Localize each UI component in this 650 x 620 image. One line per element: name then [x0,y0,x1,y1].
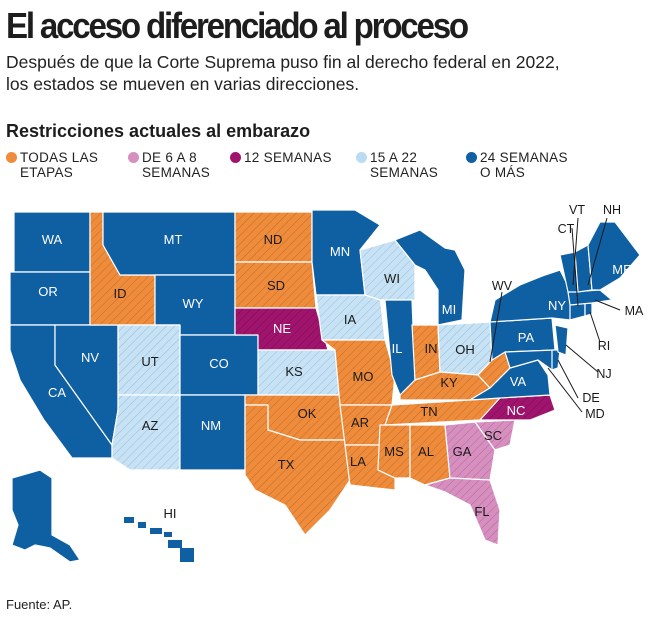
label-nv: NV [81,350,99,365]
state-sc [474,419,516,451]
label-mo: MO [353,369,374,384]
state-ms [377,424,411,479]
label-tn: TN [420,404,437,419]
label-fl: FL [474,504,489,519]
label-oh: OH [455,342,475,357]
legend-swatch-15-22-weeks [356,152,367,163]
legend-swatch-all-stages [6,152,17,163]
label-ks: KS [285,364,303,379]
legend-label-15-22-weeks-1: 15 A 22 [370,150,418,165]
state-nj [554,324,569,356]
page-subtitle: Después de que la Corte Suprema puso fin… [6,51,646,95]
label-ia: IA [344,312,357,327]
label-wa: WA [42,232,63,247]
label-al: AL [418,444,434,459]
label-or: OR [38,284,58,299]
subtitle-line-2: los estados se mueven en varias direccio… [6,74,360,94]
label-co: CO [209,356,229,371]
legend: TODAS LAS ETAPAS DE 6 A 8 SEMANAS 12 SEMAN… [6,150,646,186]
label-me: ME [612,262,632,277]
legend-swatch-6-8-weeks [128,152,139,163]
us-map: WA OR CA NV ID MT WY UT CO AZ NM ND SD N… [9,203,644,563]
label-mi: MI [442,302,456,317]
label-va: VA [510,374,527,389]
legend-label-24-weeks-1: 24 SEMANAS [480,150,568,165]
legend-swatch-12-weeks [230,152,241,163]
legend-swatch-24-weeks [466,152,477,163]
state-tn [384,397,501,426]
label-nd: ND [264,232,283,247]
label-ga: GA [453,444,472,459]
label-ny: NY [548,298,566,313]
callout-nj: NJ [596,367,611,381]
state-de [551,349,561,371]
callout-wv: WV [492,279,513,293]
state-fl [424,477,501,546]
callout-ri: RI [598,339,611,353]
legend-label-6-8-weeks-1: DE 6 A 8 [142,150,197,165]
callout-de: DE [582,391,599,405]
label-ky: KY [440,375,458,390]
state-ak [11,469,81,563]
legend-label-24-weeks-2: O MÁS [480,165,526,180]
label-ar: AR [351,415,369,430]
label-wy: WY [183,296,204,311]
label-nm: NM [201,418,221,433]
label-in: IN [425,341,438,356]
label-az: AZ [142,418,159,433]
legend-label-6-8-weeks-2: SEMANAS [142,165,211,180]
label-ok: OK [298,406,317,421]
state-ny [489,269,576,323]
label-pa: PA [518,330,535,345]
legend-label-12-weeks-1: 12 SEMANAS [244,150,332,165]
label-tx: TX [278,457,295,472]
callout-ct: CT [558,222,575,236]
state-md [504,349,556,371]
callout-ma: MA [625,304,644,318]
callout-md: MD [585,407,604,421]
legend-label-15-22-weeks-2: SEMANAS [370,165,439,180]
label-ms: MS [384,444,404,459]
label-ca: CA [48,385,66,400]
label-mn: MN [330,244,350,259]
label-la: LA [350,454,366,469]
label-il: IL [392,341,403,356]
state-mi [394,229,466,326]
state-ga [444,421,496,481]
label-ne: NE [273,321,291,336]
state-hi [124,517,194,562]
subtitle-line-1: Después de que la Corte Suprema puso fin… [6,52,560,72]
label-mt: MT [164,232,183,247]
label-nc: NC [507,403,526,418]
state-tx [244,404,351,536]
label-hi: HI [164,506,177,521]
label-id: ID [114,286,127,301]
callout-vt: VT [569,203,585,217]
page-title: El acceso diferenciado al proceso [6,5,469,46]
label-sd: SD [267,278,285,293]
section-title: Restricciones actuales al embarazo [6,121,311,141]
callout-nh: NH [603,203,621,217]
legend-label-all-stages-2: ETAPAS [20,165,74,180]
label-ut: UT [141,354,158,369]
legend-label-all-stages-1: TODAS LAS [20,150,99,165]
label-wi: WI [384,271,400,286]
label-sc: SC [484,428,502,443]
source-note: Fuente: AP. [6,597,73,612]
callout-lines [489,217,621,413]
